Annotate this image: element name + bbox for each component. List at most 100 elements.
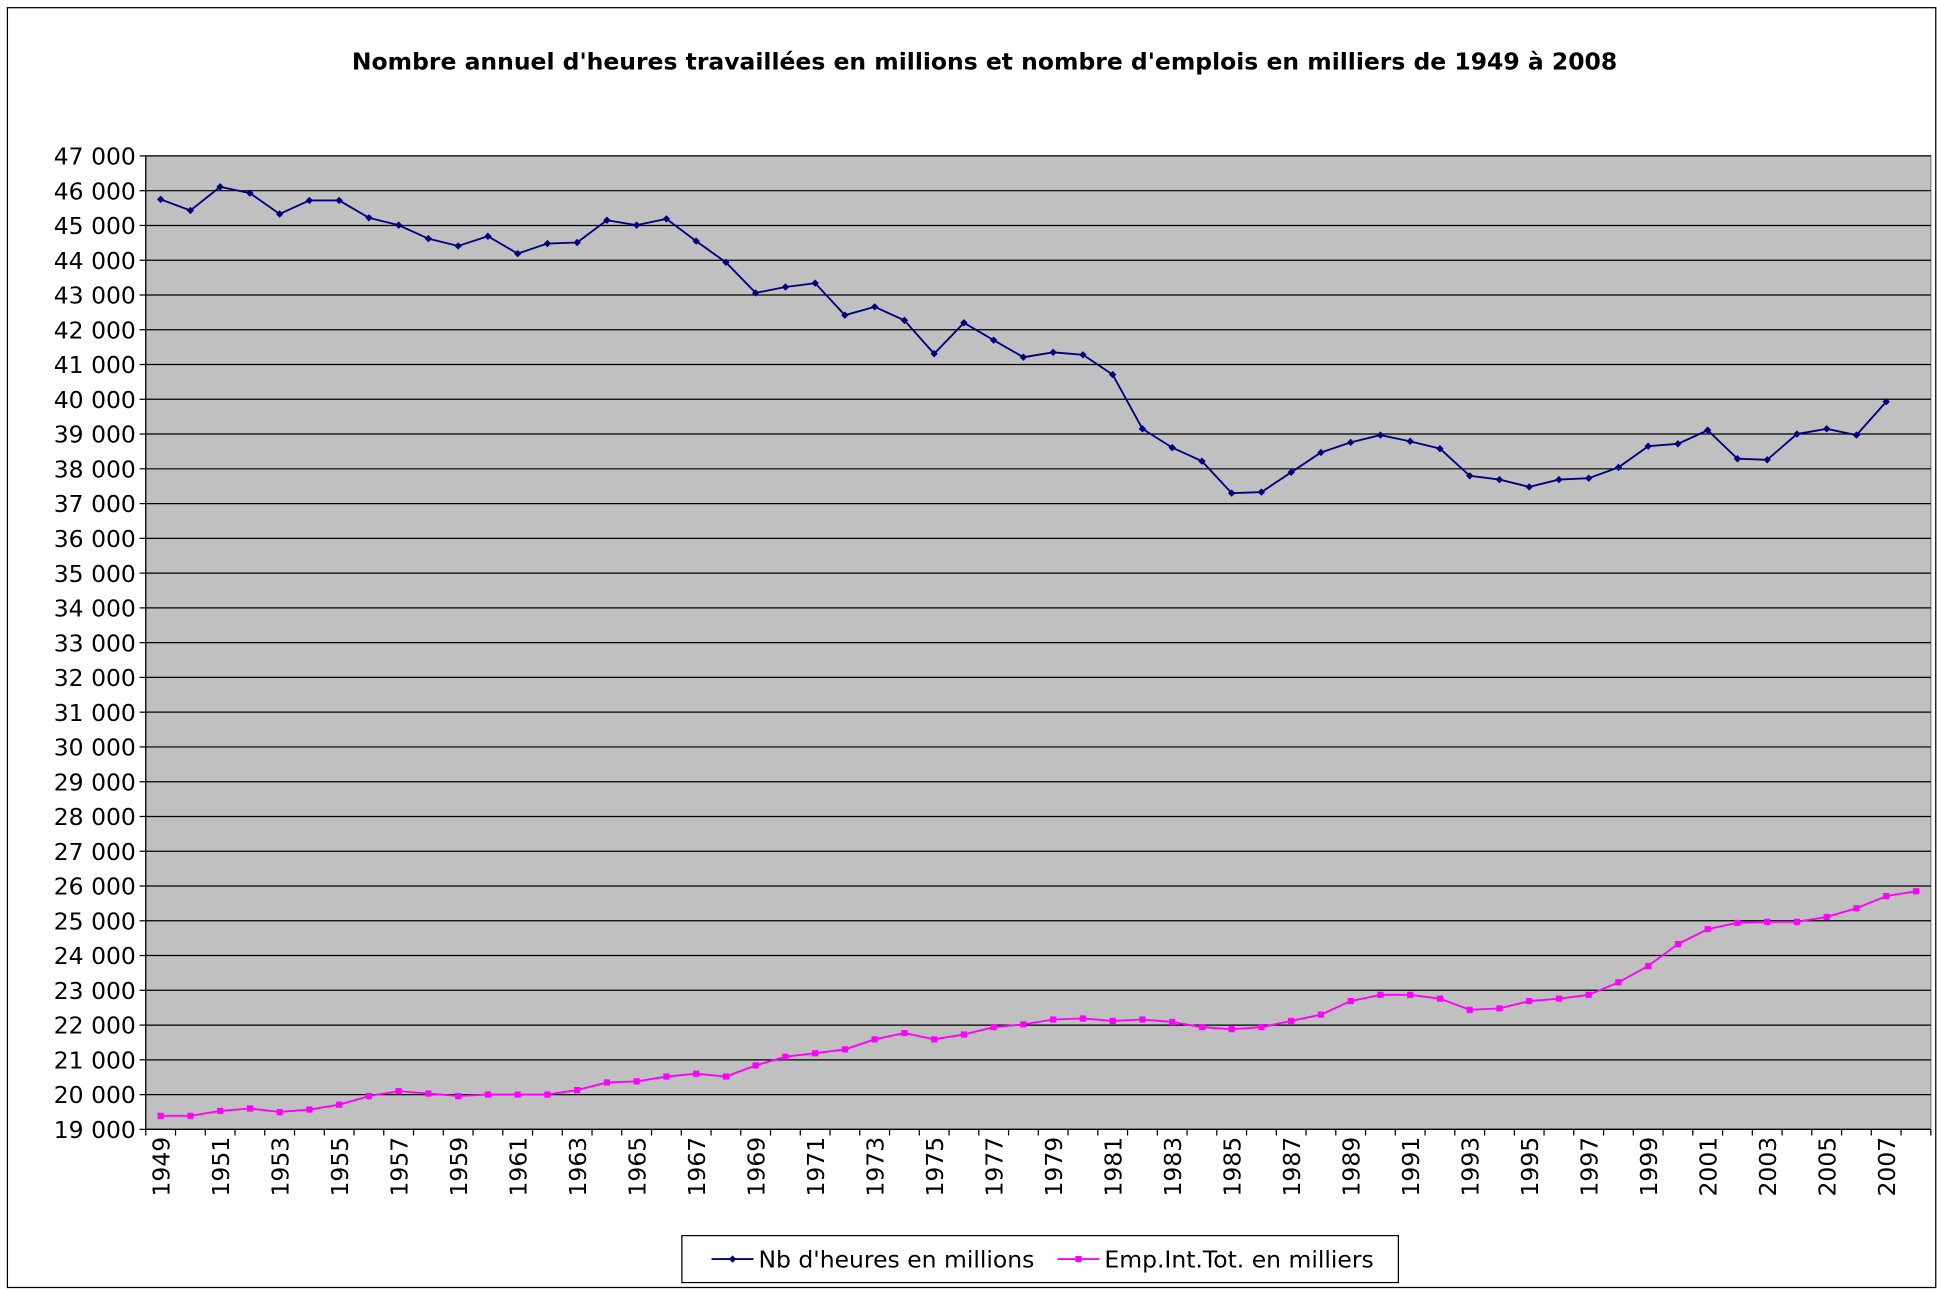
point <box>1674 440 1682 448</box>
point <box>603 1079 610 1086</box>
x-tick-label: 1955 <box>326 1137 354 1197</box>
point <box>1139 1016 1146 1023</box>
x-tick-label: 2005 <box>1813 1137 1841 1197</box>
y-tick-label: 27 000 <box>54 838 136 866</box>
point <box>1614 463 1623 472</box>
point <box>1496 1005 1503 1012</box>
point <box>1645 962 1652 970</box>
point <box>841 311 849 319</box>
point <box>1703 426 1712 434</box>
y-tick-label: 43 000 <box>54 282 136 310</box>
point <box>782 1053 789 1060</box>
point <box>305 196 314 205</box>
point <box>751 289 760 297</box>
point <box>1465 472 1474 480</box>
point <box>395 1088 402 1095</box>
point <box>990 1024 997 1031</box>
point <box>216 183 224 191</box>
point <box>1079 351 1087 359</box>
y-tick-label: 34 000 <box>54 595 136 623</box>
x-tick-label: 1969 <box>742 1137 770 1197</box>
point <box>1377 991 1384 998</box>
x-tick-label: 1961 <box>504 1137 532 1197</box>
point <box>900 316 909 325</box>
point <box>1317 448 1325 457</box>
y-tick-label: 26 000 <box>54 873 136 901</box>
point <box>752 1062 759 1069</box>
point <box>335 196 343 205</box>
point <box>1436 444 1444 453</box>
point <box>425 1090 432 1097</box>
y-tick-label: 29 000 <box>54 768 136 796</box>
x-tick-label: 1953 <box>266 1137 294 1197</box>
point <box>484 1091 491 1098</box>
point <box>1347 997 1354 1005</box>
y-tick-label: 24 000 <box>54 942 136 970</box>
point <box>1555 995 1563 1002</box>
point <box>812 1050 819 1057</box>
point <box>157 1112 164 1119</box>
y-tick-label: 21 000 <box>54 1046 136 1074</box>
y-tick-label: 41 000 <box>54 351 136 379</box>
point <box>1644 442 1652 450</box>
y-tick-label: 44 000 <box>54 247 136 275</box>
x-tick-label: 1963 <box>564 1137 592 1197</box>
point <box>1853 905 1860 912</box>
x-tick-label: 1999 <box>1635 1137 1663 1197</box>
legend-label: Nb d'heures en millions <box>758 1246 1034 1274</box>
point <box>1227 489 1236 497</box>
y-tick-label: 42 000 <box>54 316 136 344</box>
point <box>246 1105 253 1112</box>
y-tick-label: 32 000 <box>54 664 136 692</box>
point <box>1108 370 1117 379</box>
x-tick-label: 1991 <box>1397 1137 1425 1197</box>
x-tick-label: 1971 <box>802 1137 830 1197</box>
x-tick-label: 1977 <box>980 1137 1008 1197</box>
series-line <box>160 890 1917 1117</box>
point <box>1466 1006 1473 1013</box>
point <box>336 1101 343 1108</box>
point <box>543 239 552 248</box>
x-tick-label: 1981 <box>1099 1137 1127 1197</box>
legend-box <box>681 1234 1400 1284</box>
x-tick-label: 1985 <box>1218 1137 1246 1197</box>
point <box>1138 425 1147 433</box>
point <box>1822 425 1831 433</box>
point <box>574 1086 581 1094</box>
x-tick-label: 1997 <box>1575 1137 1603 1197</box>
point <box>1704 926 1711 933</box>
y-tick-label: 19 000 <box>54 1116 136 1144</box>
y-tick-label: 35 000 <box>54 560 136 588</box>
point <box>1288 1017 1295 1024</box>
point <box>930 350 938 358</box>
point <box>1823 913 1830 921</box>
point <box>931 1036 938 1043</box>
point <box>1346 438 1355 447</box>
point <box>693 1070 700 1077</box>
point <box>1019 353 1028 361</box>
y-tick-label: 33 000 <box>54 629 136 657</box>
point <box>722 1073 730 1080</box>
point <box>275 210 284 218</box>
y-tick-label: 46 000 <box>54 177 136 205</box>
point <box>454 242 462 250</box>
y-tick-label: 20 000 <box>54 1081 136 1109</box>
x-tick-label: 1987 <box>1278 1137 1306 1197</box>
x-tick-label: 2001 <box>1694 1137 1722 1197</box>
point <box>1525 483 1533 491</box>
x-tick-label: 1979 <box>1040 1137 1068 1197</box>
x-tick-label: 1965 <box>623 1137 651 1197</box>
point <box>1406 437 1414 446</box>
point <box>960 1031 968 1038</box>
point <box>1079 1015 1087 1022</box>
x-tick-label: 1973 <box>861 1137 889 1197</box>
point <box>276 1108 283 1116</box>
y-tick-label: 31 000 <box>54 699 136 727</box>
x-tick-label: 1949 <box>147 1137 175 1197</box>
point <box>455 1092 462 1100</box>
point <box>1674 940 1682 948</box>
point <box>1526 997 1533 1005</box>
x-tick-label: 2007 <box>1873 1137 1901 1197</box>
point <box>1198 457 1206 465</box>
